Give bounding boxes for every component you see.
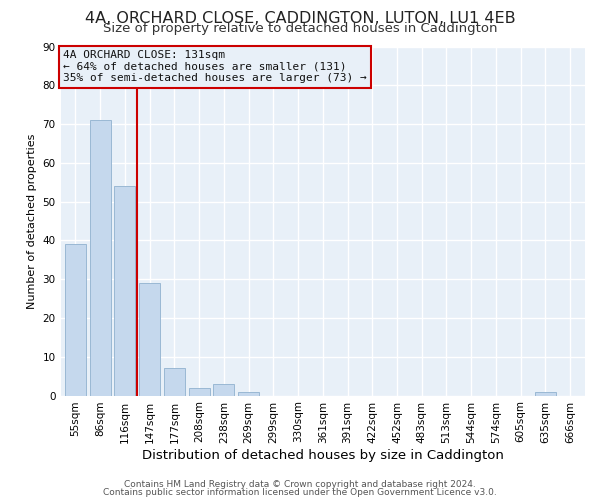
Bar xyxy=(188,388,209,396)
Bar xyxy=(89,120,110,396)
Bar xyxy=(115,186,136,396)
Y-axis label: Number of detached properties: Number of detached properties xyxy=(27,134,37,308)
Text: 4A ORCHARD CLOSE: 131sqm
← 64% of detached houses are smaller (131)
35% of semi-: 4A ORCHARD CLOSE: 131sqm ← 64% of detach… xyxy=(63,50,367,83)
Bar xyxy=(164,368,185,396)
Bar xyxy=(238,392,259,396)
Bar xyxy=(214,384,235,396)
Text: Contains public sector information licensed under the Open Government Licence v3: Contains public sector information licen… xyxy=(103,488,497,497)
Bar xyxy=(65,244,86,396)
Bar xyxy=(139,283,160,396)
Bar xyxy=(535,392,556,396)
Text: 4A, ORCHARD CLOSE, CADDINGTON, LUTON, LU1 4EB: 4A, ORCHARD CLOSE, CADDINGTON, LUTON, LU… xyxy=(85,11,515,26)
Text: Size of property relative to detached houses in Caddington: Size of property relative to detached ho… xyxy=(103,22,497,35)
X-axis label: Distribution of detached houses by size in Caddington: Distribution of detached houses by size … xyxy=(142,450,504,462)
Text: Contains HM Land Registry data © Crown copyright and database right 2024.: Contains HM Land Registry data © Crown c… xyxy=(124,480,476,489)
